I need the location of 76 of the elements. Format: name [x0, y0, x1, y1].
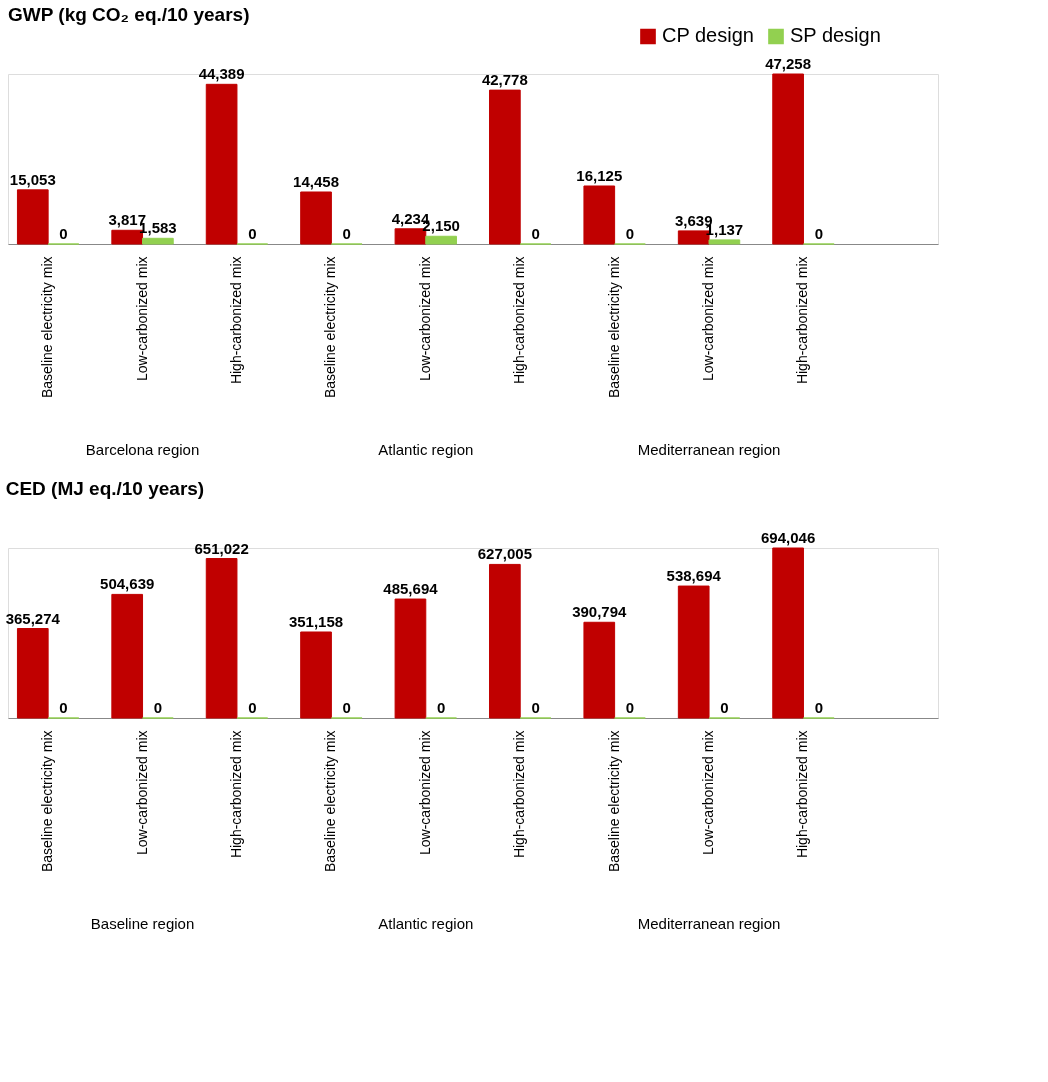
bar — [16, 189, 49, 245]
data-label: 0 — [531, 699, 540, 716]
x-tick-label: Low-carbonized mix — [700, 256, 717, 381]
bar — [708, 239, 741, 245]
data-label: 0 — [814, 225, 823, 242]
bar — [583, 621, 616, 719]
data-label: 42,778 — [481, 71, 528, 89]
data-label: 651,022 — [194, 539, 249, 557]
bar — [489, 89, 521, 245]
bar — [300, 631, 332, 719]
data-label: 504,639 — [100, 575, 155, 593]
x-tick-label: Baseline electricity mix — [605, 730, 622, 873]
bar — [111, 593, 144, 719]
data-label: 15,053 — [9, 170, 56, 188]
data-label: 351,158 — [288, 612, 344, 630]
bar — [300, 191, 332, 245]
bar — [394, 598, 427, 719]
data-label: 0 — [59, 225, 68, 242]
x-tick-label: High-carbonized mix — [511, 730, 528, 859]
x-tick-label: Baseline electricity mix — [605, 256, 622, 399]
x-tick-label: High-carbonized mix — [227, 730, 244, 859]
chart-title: GWP (kg CO₂ eq./10 years) — [8, 4, 250, 25]
x-tick-label: Low-carbonized mix — [416, 730, 433, 855]
data-label: 0 — [625, 699, 635, 716]
data-label: 694,046 — [761, 529, 816, 546]
data-label: 0 — [720, 699, 729, 716]
data-label: 390,794 — [572, 603, 628, 621]
data-label: 0 — [153, 699, 163, 716]
bar — [16, 628, 49, 719]
data-label: 0 — [248, 699, 257, 716]
data-label: 47,258 — [765, 55, 812, 72]
x-tick-label: Baseline electricity mix — [39, 730, 56, 873]
data-label: 538,694 — [666, 567, 722, 585]
bar — [489, 563, 521, 719]
bar — [677, 585, 710, 719]
text: Baseline region — [90, 915, 195, 932]
text: Mediterranean region — [637, 441, 781, 458]
bar — [205, 558, 238, 719]
x-tick-label: Baseline electricity mix — [322, 256, 339, 399]
data-label: 16,125 — [576, 166, 623, 184]
bar — [772, 73, 804, 245]
legend-label: SP design — [790, 24, 881, 47]
x-tick-label: High-carbonized mix — [511, 256, 528, 385]
data-label: 0 — [814, 699, 823, 716]
data-label: 14,458 — [293, 172, 339, 190]
bar — [205, 83, 238, 245]
x-tick-label: Low-carbonized mix — [133, 256, 150, 381]
data-label: 0 — [342, 225, 351, 242]
text: Barcelona region — [85, 441, 200, 458]
x-tick-label: Low-carbonized mix — [416, 256, 433, 381]
data-label: 365,274 — [5, 609, 61, 627]
text: Atlantic region — [378, 441, 474, 458]
bar — [583, 185, 616, 245]
x-tick-label: Low-carbonized mix — [700, 730, 717, 855]
data-label: 485,694 — [383, 580, 439, 598]
data-label: 0 — [248, 225, 257, 242]
legend-label: CP design — [662, 24, 754, 47]
x-tick-label: Baseline electricity mix — [39, 256, 56, 399]
x-tick-label: High-carbonized mix — [794, 256, 811, 385]
data-label: 627,005 — [477, 545, 532, 563]
data-label: 0 — [436, 699, 446, 716]
data-label: 0 — [531, 225, 540, 242]
bar — [425, 235, 457, 245]
text: Mediterranean region — [637, 915, 781, 932]
bar — [772, 547, 804, 719]
data-label: 0 — [625, 225, 635, 242]
data-label: 44,389 — [198, 65, 245, 83]
x-tick-label: High-carbonized mix — [227, 256, 244, 385]
x-tick-label: Baseline electricity mix — [322, 730, 339, 873]
chart-title: CED (MJ eq./10 years) — [5, 478, 205, 499]
text: Atlantic region — [378, 915, 474, 932]
data-label: 0 — [342, 699, 351, 716]
data-label: 0 — [59, 699, 68, 716]
x-tick-label: Low-carbonized mix — [133, 730, 150, 855]
bar — [142, 237, 174, 245]
x-tick-label: High-carbonized mix — [794, 730, 811, 859]
